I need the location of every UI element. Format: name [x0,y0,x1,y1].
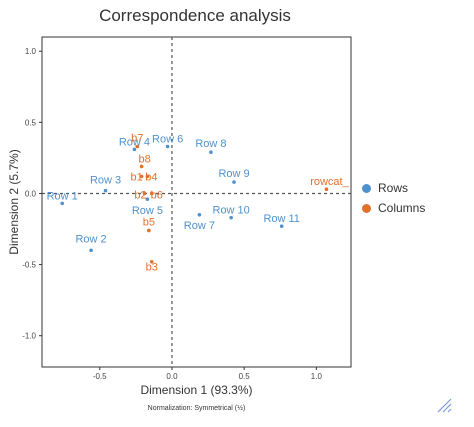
columns-point[interactable] [135,144,140,149]
legend-label-columns: Columns [378,201,426,215]
x-tick-label: 1.0 [311,372,323,381]
rows-point-label: Row 3 [90,175,121,187]
rows-point[interactable] [232,180,236,184]
x-tick-label: 0.5 [239,372,251,381]
rows-point[interactable] [197,213,202,217]
rows-point[interactable] [229,215,233,220]
plot-border [41,36,352,368]
columns-point-label: b5 [143,216,155,228]
columns-point-label: b3 [146,262,158,274]
rows-point-label: Row 5 [132,205,163,217]
rows-point[interactable] [145,197,150,201]
legend-item-columns[interactable]: Columns [362,198,425,218]
rows-point[interactable] [279,224,284,228]
points-group: Row 1 Row 2 Row 3 Row 4 Row 5 Row 6 Row 7 Row 8… [47,133,350,274]
y-tick-label: 1.0 [25,47,37,56]
rows-point-label: Row 11 [263,213,299,225]
rows-point[interactable] [132,147,137,152]
x-axis-title: Dimension 1 (93.3%) [140,383,252,397]
legend: Rows Columns [362,178,425,218]
columns-point[interactable] [142,191,147,196]
x-tick-label: -0.5 [93,372,107,381]
legend-item-rows[interactable]: Rows [362,178,425,198]
rows-point-label: Row 9 [218,168,249,180]
legend-label-rows: Rows [378,181,409,195]
y-axis-title: Dimension 2 (5.7%) [7,149,21,254]
y-tick-label: -1.0 [22,332,36,341]
rows-point-label: Row 1 [47,190,78,202]
tick-group: -0.5 0.0 0.5 1.0 1.0 0.5 0.0 -0.5 -1.0 [22,47,322,381]
legend-dot-rows [362,183,371,193]
columns-point[interactable] [324,187,329,191]
resize-handle-icon[interactable] [436,397,452,413]
rows-point-label: Row 2 [75,233,106,245]
columns-point-label: rowcat_ [310,176,349,188]
columns-point-label: b2 [134,189,146,201]
y-tick-label: 0.5 [25,118,37,127]
columns-point[interactable] [139,174,144,179]
columns-point-label: b1 [131,171,143,183]
rows-point[interactable] [89,248,93,253]
columns-point[interactable] [139,164,144,169]
rows-point-label: Row 6 [152,134,183,146]
columns-point[interactable] [147,228,151,233]
legend-dot-columns [362,203,371,213]
zero-lines [42,37,351,367]
rows-point-label: Row 7 [184,220,215,232]
rows-point[interactable] [209,150,213,155]
columns-point[interactable] [149,259,154,264]
x-tick-label: 0.0 [166,372,178,381]
columns-point-label: b6 [151,189,163,201]
rows-point-label: Row 10 [213,205,250,217]
y-tick-label: 0.0 [25,189,37,198]
y-tick-label: -0.5 [22,261,36,270]
columns-point-label: b4 [145,171,157,183]
rows-point-label: Row 4 [119,136,150,148]
rows-point-label: Row 8 [195,138,226,150]
columns-point[interactable] [149,191,154,196]
rows-point[interactable] [165,144,170,149]
columns-point-label: b7 [131,133,143,145]
columns-point[interactable] [145,174,150,179]
columns-point-label: b8 [139,153,151,165]
normalization-note: Normalization: Symmetrical (½) [148,404,246,412]
chart-title: Correspondence analysis [99,6,291,25]
rows-point[interactable] [60,201,65,206]
rows-point[interactable] [103,188,108,193]
